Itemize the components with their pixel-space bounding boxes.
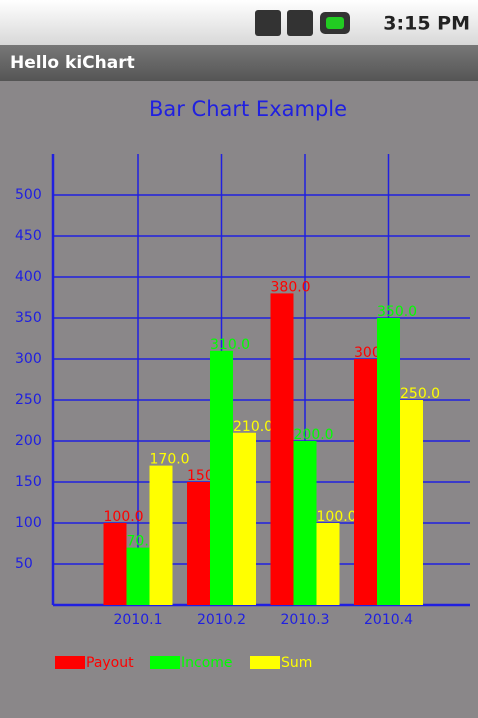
bar [316, 523, 340, 605]
battery-level [326, 17, 344, 29]
status-bar [0, 0, 478, 45]
y-tick-label: 350 [15, 310, 42, 326]
clock: 3:15 PM [383, 13, 470, 35]
value-label: 350.0 [377, 304, 417, 320]
value-label: 100.0 [317, 509, 357, 525]
bar [354, 359, 377, 605]
y-tick-label: 200 [15, 433, 42, 449]
x-tick-label: 2010.1 [114, 612, 163, 628]
value-label: 310.0 [210, 337, 250, 353]
y-tick-label: 500 [15, 187, 42, 203]
bar [126, 547, 150, 605]
y-tick-label: 150 [15, 474, 42, 490]
plot: 50 100 150 200 250 300 350 400 450 500 2010.1 100.0… [15, 154, 470, 671]
app-title: Hello kiChart [10, 53, 135, 73]
x-tick-label: 2010.3 [281, 612, 330, 628]
value-label: 380.0 [271, 279, 311, 295]
y-tick-label: 450 [15, 228, 42, 244]
legend-label: Payout [86, 655, 134, 671]
bar [270, 293, 294, 605]
network-icon [255, 10, 281, 36]
legend-swatch [250, 656, 280, 669]
bar [210, 350, 233, 605]
value-label: 250.0 [400, 386, 440, 402]
y-tick-label: 100 [15, 515, 42, 531]
value-label: 170.0 [150, 452, 190, 468]
x-tick-label: 2010.4 [364, 612, 413, 628]
bar [149, 465, 173, 605]
app-bar [0, 45, 478, 81]
bar [187, 482, 210, 605]
x-tick-label: 2010.2 [197, 612, 246, 628]
y-tick-label: 50 [15, 556, 33, 572]
value-label: 100.0 [104, 509, 144, 525]
y-tick-label: 400 [15, 269, 42, 285]
legend-label: Income [181, 655, 233, 671]
legend-label: Sum [281, 655, 312, 671]
legend-swatch [150, 656, 180, 669]
chart-title: Bar Chart Example [149, 97, 347, 121]
value-label: 200.0 [294, 427, 334, 443]
legend-swatch [55, 656, 85, 669]
bar [377, 318, 400, 605]
bar [233, 432, 256, 605]
value-label: 210.0 [233, 419, 273, 435]
signal-icon [287, 10, 313, 36]
y-tick-label: 300 [15, 351, 42, 367]
y-tick-label: 250 [15, 392, 42, 408]
bar [103, 523, 127, 605]
bar [400, 400, 423, 605]
bar [293, 441, 317, 605]
